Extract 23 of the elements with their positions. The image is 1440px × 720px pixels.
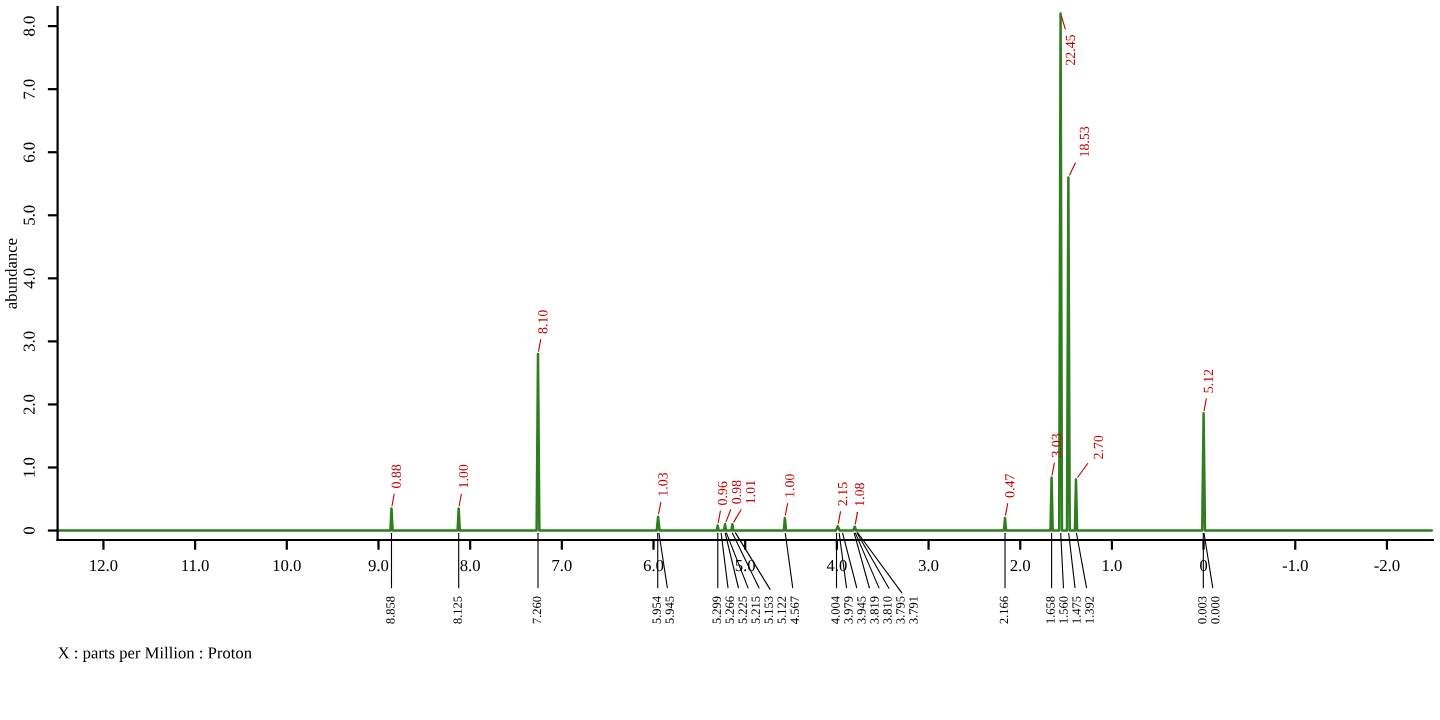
x-axis-title: X : parts per Million : Proton	[57, 646, 252, 662]
y-axis-title: abundance	[5, 238, 17, 309]
x-tick-label: 9.0	[368, 559, 389, 572]
y-tick-label: 5.0	[23, 205, 35, 225]
x-tick-label: 7.0	[552, 559, 572, 572]
x-tick-label: -1.0	[1282, 559, 1308, 572]
x-tick-label: 10.0	[273, 559, 301, 572]
y-tick-label: 6.0	[23, 142, 35, 162]
x-tick-label: 2.0	[1010, 559, 1031, 572]
line-series	[57, 12, 1433, 532]
y-tick-label: 3.0	[23, 331, 35, 351]
x-tick-label: 11.0	[182, 559, 209, 572]
x-tick-label: 12.0	[90, 559, 118, 572]
y-tick-label: 2.0	[23, 394, 35, 415]
x-tick-label: 8.0	[460, 559, 480, 572]
y-tick-label: 1.0	[23, 457, 35, 477]
y-tick-label: 8.0	[23, 16, 35, 36]
x-tick-label: 1.0	[1102, 559, 1122, 572]
y-tick-label: 0	[23, 527, 35, 535]
x-tick-label: -2.0	[1374, 559, 1400, 572]
x-tick-label: 3.0	[918, 559, 939, 572]
y-tick-label: 7.0	[23, 79, 35, 99]
y-tick-label: 4.0	[23, 268, 35, 289]
